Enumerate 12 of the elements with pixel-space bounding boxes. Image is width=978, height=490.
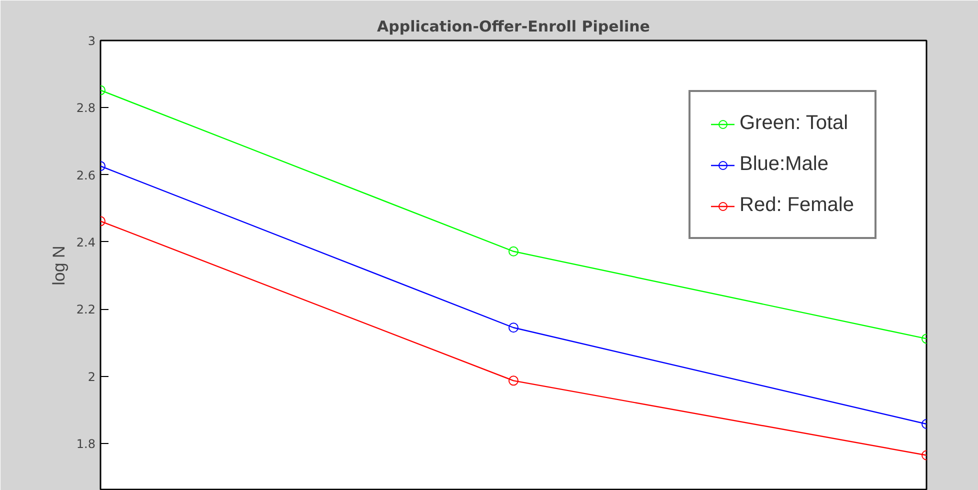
legend-label: Blue:Male [740, 153, 828, 176]
y-tick-label: 3 [88, 34, 96, 48]
y-tick-label: 2.6 [76, 168, 96, 182]
y-tick-label: 2.4 [76, 235, 96, 250]
y-tick-label: 1.8 [76, 436, 96, 451]
y-tick-label: 2.8 [76, 101, 96, 116]
y-tick-label: 2.2 [76, 302, 96, 317]
y-axis-title: log N [49, 246, 68, 286]
y-tick-label: 2 [88, 370, 96, 384]
legend-label: Red: Female [740, 194, 854, 217]
legend-label: Green: Total [740, 112, 848, 135]
chart-title: Application-Offer-Enroll Pipeline [377, 18, 650, 36]
